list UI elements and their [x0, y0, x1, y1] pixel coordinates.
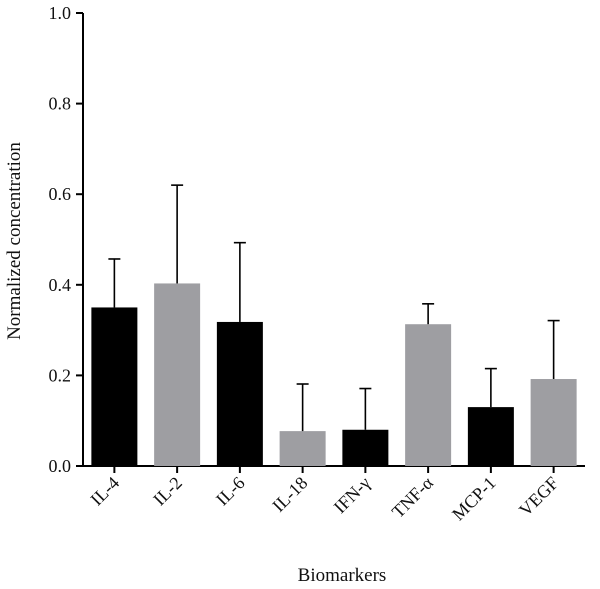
- x-tick-label: IL-6: [212, 473, 249, 510]
- y-axis-title: Normalized concentration: [4, 142, 25, 340]
- y-tick-label: 0.2: [49, 365, 72, 385]
- y-tick-label: 0.6: [49, 184, 72, 204]
- y-tick-label: 1.0: [49, 3, 72, 23]
- y-tick-label: 0.8: [49, 94, 72, 114]
- bar-ifn-: [342, 429, 389, 466]
- error-bars: [108, 184, 560, 432]
- x-tick-label: IFN-γ: [330, 473, 375, 518]
- x-tick-label: IL-2: [149, 473, 186, 510]
- bar-vegf: [530, 379, 577, 466]
- bar-il-18: [279, 431, 326, 466]
- y-axis: 0.0 0.2 0.4 0.6 0.8 1.0: [49, 3, 84, 476]
- bar-il-2: [154, 283, 201, 466]
- x-axis-title: Biomarkers: [298, 565, 387, 586]
- bar-il-4: [91, 307, 138, 466]
- bar-il-6: [216, 321, 263, 466]
- x-tick-label: IL-4: [86, 473, 123, 510]
- bar-mcp-1: [467, 407, 514, 466]
- x-tick-label: TNF-α: [388, 472, 437, 521]
- y-tick-label: 0.0: [49, 456, 72, 476]
- x-tick-label: VEGF: [515, 473, 562, 520]
- x-axis: IL-4 IL-2 IL-6 IL-18 IFN-γ TNF-α MCP-1 VEGF: [83, 465, 585, 525]
- y-tick-label: 0.4: [49, 275, 72, 295]
- x-tick-label: MCP-1: [448, 473, 500, 525]
- x-tick-label: IL-18: [268, 473, 311, 516]
- bars: [91, 283, 577, 466]
- bar-tnf-: [405, 324, 452, 466]
